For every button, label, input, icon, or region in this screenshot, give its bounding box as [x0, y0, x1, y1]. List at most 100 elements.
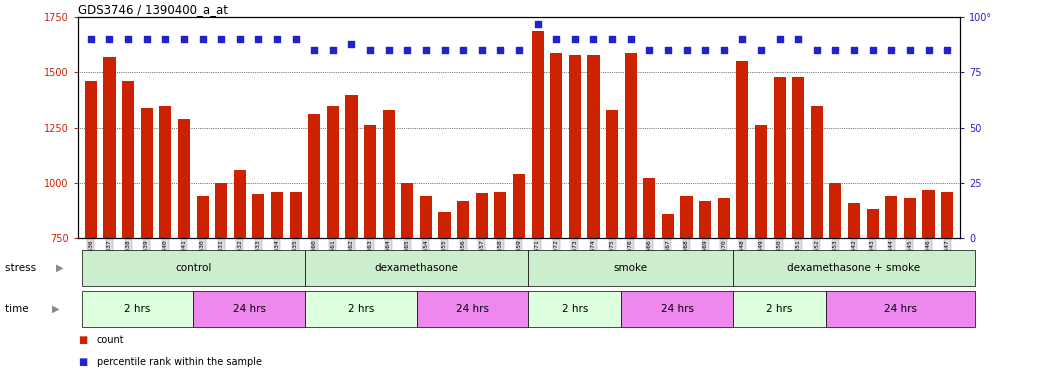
Bar — [122, 81, 134, 384]
Bar — [346, 94, 357, 384]
Point — [194, 36, 211, 43]
Bar — [104, 57, 115, 384]
Bar — [755, 126, 767, 384]
Bar — [305, 291, 416, 327]
Point — [548, 36, 565, 43]
Text: 24 hrs: 24 hrs — [456, 304, 489, 314]
Bar — [848, 203, 861, 384]
Bar — [550, 53, 563, 384]
Point — [585, 36, 602, 43]
Text: ▶: ▶ — [56, 263, 63, 273]
Point — [492, 47, 509, 53]
Bar — [606, 110, 618, 384]
Text: ▶: ▶ — [52, 304, 59, 314]
Point — [399, 47, 415, 53]
Bar — [829, 183, 842, 384]
Bar — [383, 110, 394, 384]
Point — [473, 47, 490, 53]
Bar — [159, 106, 171, 384]
Bar — [215, 183, 227, 384]
Point — [921, 47, 937, 53]
Point — [938, 47, 955, 53]
Bar — [196, 196, 209, 384]
Point — [175, 36, 192, 43]
Point — [306, 47, 323, 53]
Bar — [402, 183, 413, 384]
Text: 24 hrs: 24 hrs — [661, 304, 693, 314]
Bar — [681, 196, 692, 384]
Bar — [733, 250, 975, 286]
Bar — [252, 194, 265, 384]
Bar — [662, 214, 674, 384]
Point — [883, 47, 900, 53]
Bar — [177, 119, 190, 384]
Bar — [588, 55, 600, 384]
Text: stress: stress — [5, 263, 39, 273]
Bar — [736, 61, 748, 384]
Point — [511, 47, 527, 53]
Text: control: control — [175, 263, 212, 273]
Bar — [193, 291, 305, 327]
Point — [623, 36, 639, 43]
Point — [455, 47, 471, 53]
Bar — [85, 81, 97, 384]
Bar — [622, 291, 733, 327]
Point — [213, 36, 229, 43]
Text: count: count — [97, 335, 125, 345]
Point — [659, 47, 676, 53]
Bar — [420, 196, 432, 384]
Point — [604, 36, 621, 43]
Point — [902, 47, 919, 53]
Bar — [141, 108, 153, 384]
Bar — [82, 250, 305, 286]
Text: percentile rank within the sample: percentile rank within the sample — [97, 357, 262, 367]
Bar — [234, 170, 246, 384]
Bar — [513, 174, 525, 384]
Bar — [494, 192, 507, 384]
Text: 24 hrs: 24 hrs — [884, 304, 918, 314]
Bar — [569, 55, 581, 384]
Bar — [811, 106, 823, 384]
Text: ■: ■ — [78, 335, 87, 345]
Point — [809, 47, 825, 53]
Point — [101, 36, 117, 43]
Point — [250, 36, 267, 43]
Bar — [733, 291, 826, 327]
Bar — [475, 193, 488, 384]
Point — [753, 47, 769, 53]
Point — [138, 36, 155, 43]
Bar — [528, 250, 733, 286]
Bar — [867, 209, 879, 384]
Bar — [904, 198, 916, 384]
Bar — [327, 106, 339, 384]
Point — [771, 36, 788, 43]
Point — [641, 47, 658, 53]
Bar — [699, 200, 711, 384]
Point — [362, 47, 379, 53]
Bar — [82, 291, 193, 327]
Point — [734, 36, 750, 43]
Bar — [941, 192, 953, 384]
Point — [344, 41, 360, 47]
Bar — [885, 196, 897, 384]
Text: GDS3746 / 1390400_a_at: GDS3746 / 1390400_a_at — [78, 3, 228, 16]
Point — [325, 47, 342, 53]
Point — [157, 36, 173, 43]
Point — [846, 47, 863, 53]
Point — [529, 21, 546, 27]
Point — [119, 36, 136, 43]
Point — [567, 36, 583, 43]
Text: time: time — [5, 304, 32, 314]
Bar — [308, 114, 321, 384]
Bar — [290, 192, 302, 384]
Text: 2 hrs: 2 hrs — [348, 304, 374, 314]
Bar — [625, 53, 636, 384]
Bar — [644, 179, 655, 384]
Point — [678, 47, 694, 53]
Bar — [271, 192, 283, 384]
Point — [417, 47, 434, 53]
Point — [380, 47, 397, 53]
Bar — [717, 198, 730, 384]
Point — [827, 47, 844, 53]
Text: 2 hrs: 2 hrs — [125, 304, 151, 314]
